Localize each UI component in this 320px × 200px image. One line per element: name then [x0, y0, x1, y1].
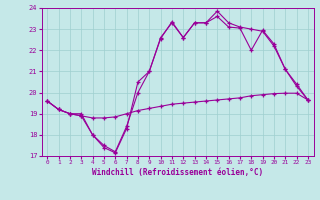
X-axis label: Windchill (Refroidissement éolien,°C): Windchill (Refroidissement éolien,°C): [92, 168, 263, 177]
